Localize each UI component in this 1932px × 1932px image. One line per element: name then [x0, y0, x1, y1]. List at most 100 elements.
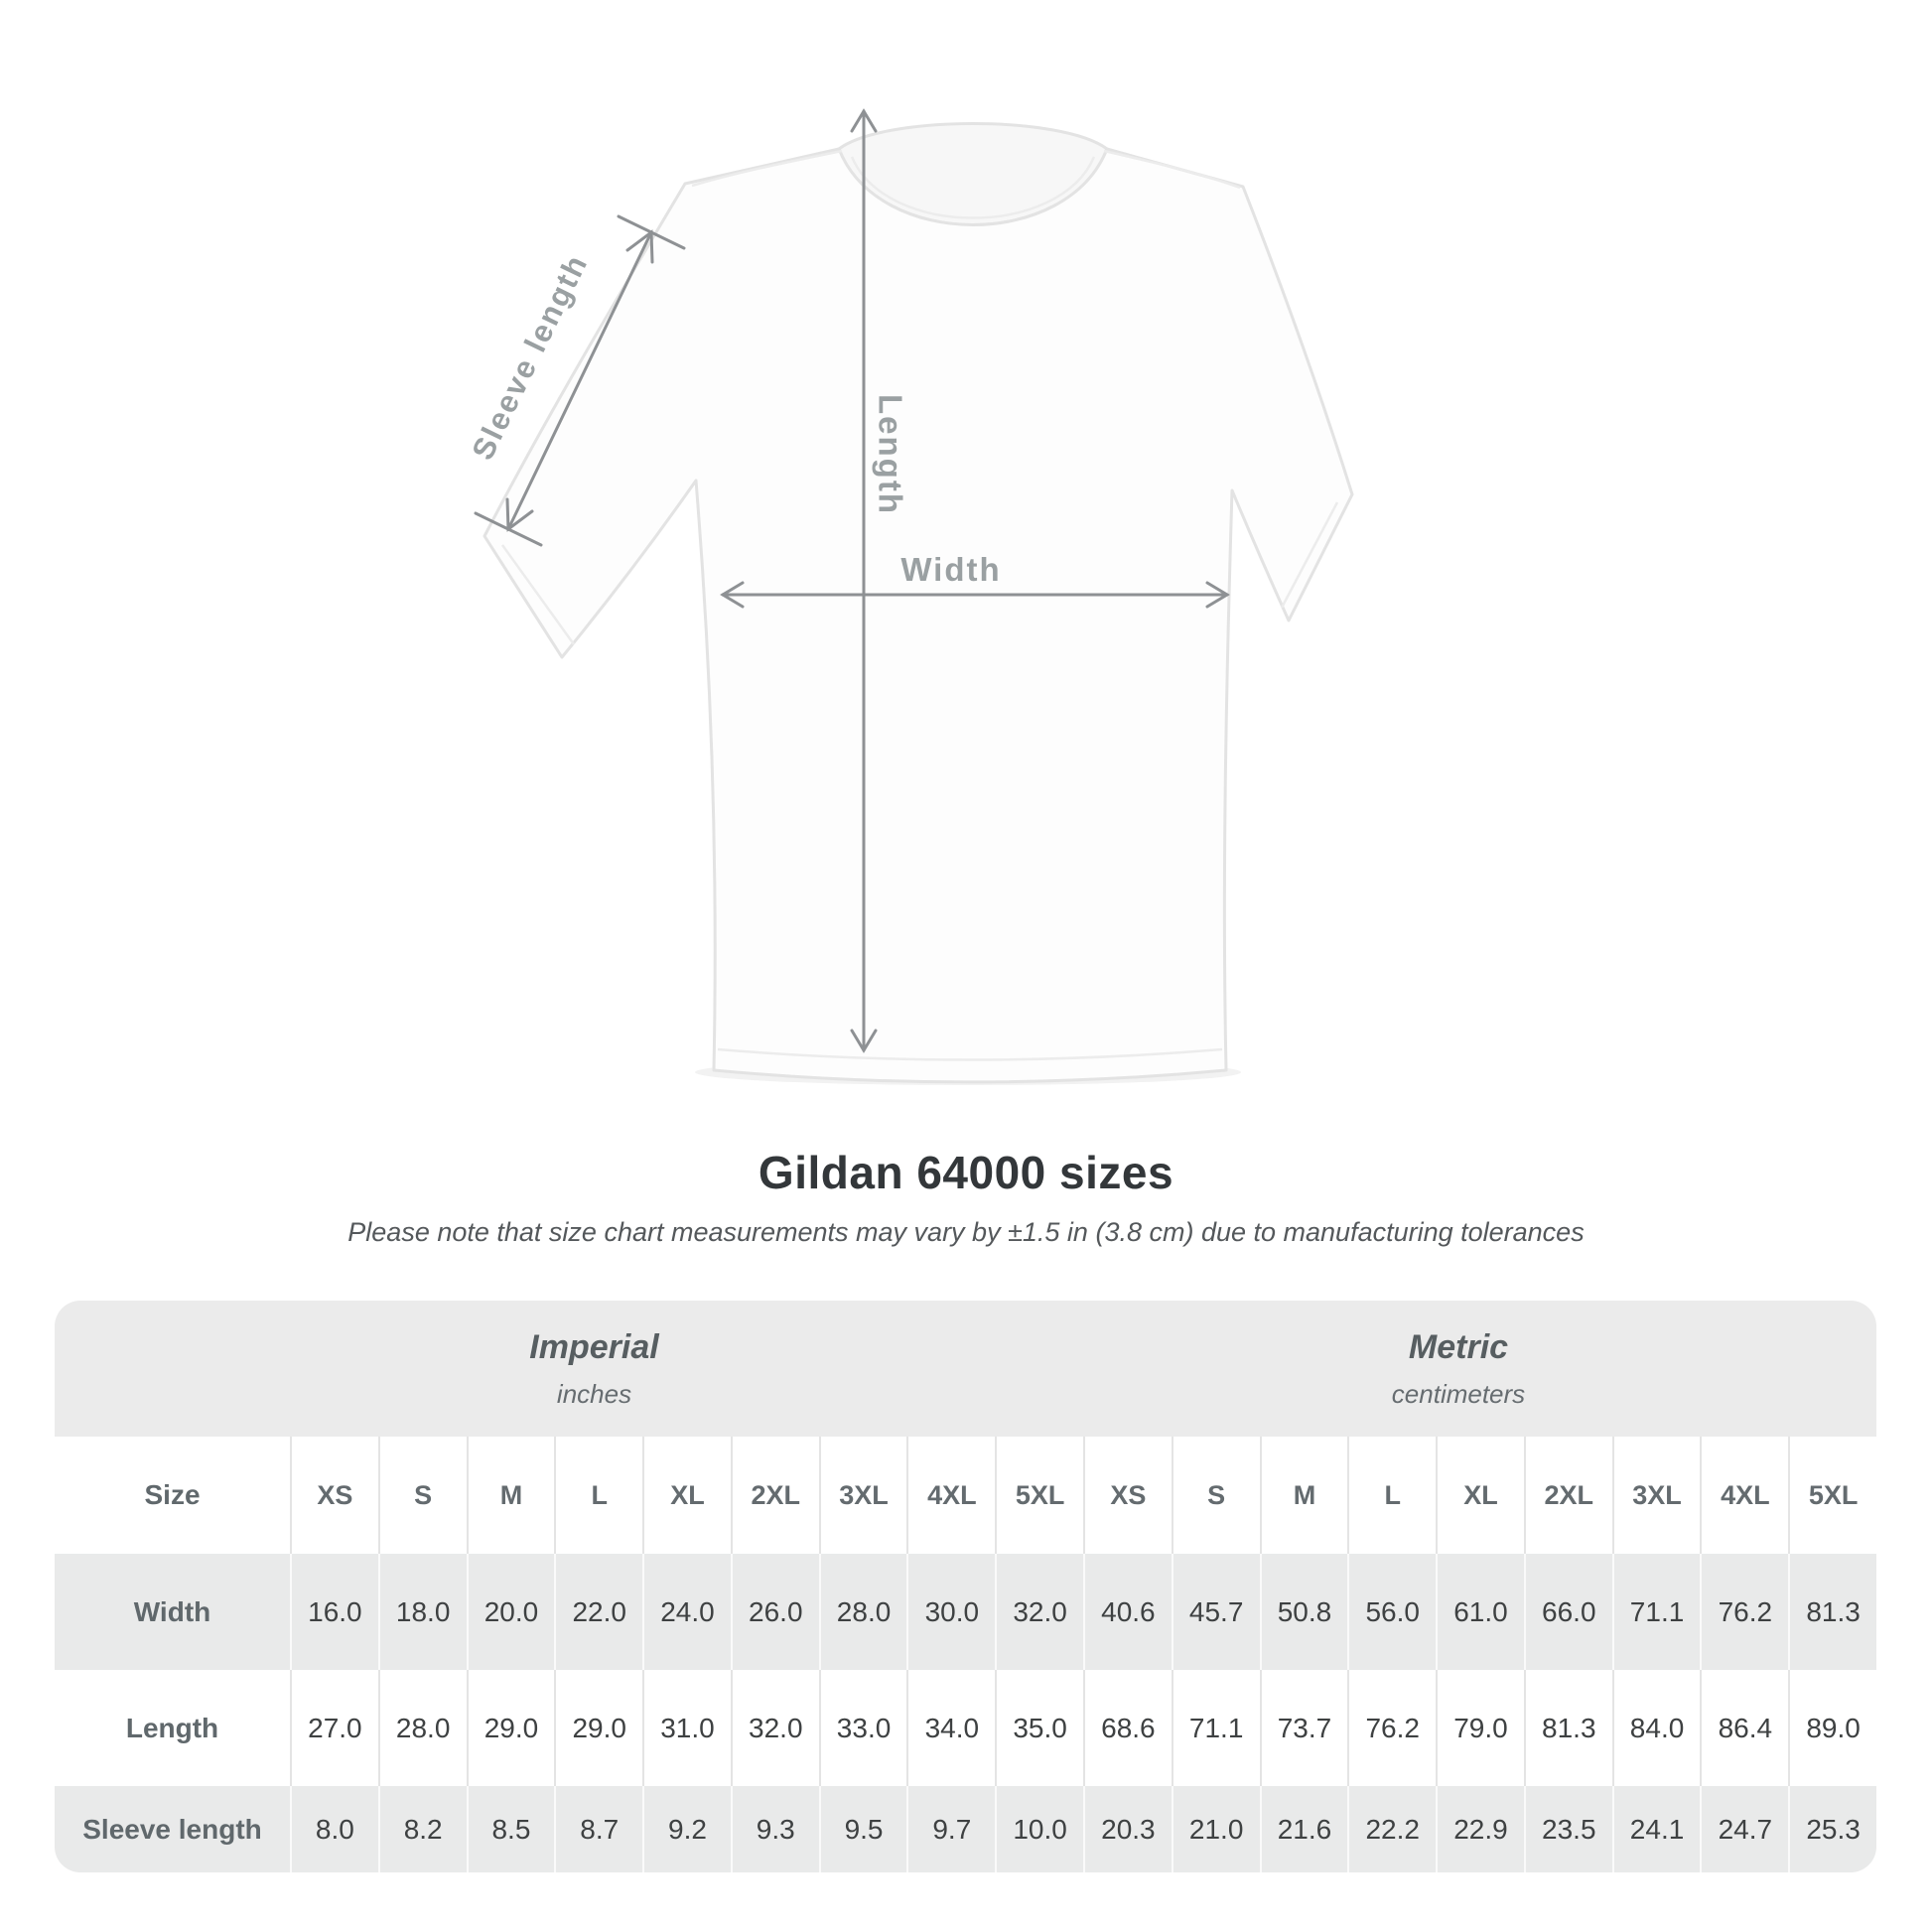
size-header-m: M	[466, 1437, 555, 1554]
imperial-group-title: Imperial	[529, 1327, 659, 1366]
width-arrowhead-left	[720, 581, 745, 609]
size-header-m: M	[1259, 1437, 1348, 1554]
metric-group-header: Metric centimeters	[1061, 1328, 1856, 1410]
value-cell: 76.2	[1700, 1554, 1788, 1670]
value-cell: 71.1	[1171, 1670, 1260, 1786]
value-cell: 18.0	[377, 1554, 467, 1670]
value-cell: 21.0	[1171, 1786, 1260, 1872]
value-cell: 86.4	[1700, 1670, 1788, 1786]
length-arrowhead-top	[850, 108, 878, 133]
value-cell: 9.7	[906, 1786, 995, 1872]
size-header-s: S	[1171, 1437, 1260, 1554]
value-cell: 24.1	[1611, 1786, 1701, 1872]
row-label: Width	[133, 1595, 211, 1627]
table-row-length: Length 27.0 28.0 29.0 29.0 31.0 32.0 33.0 34.0 35…	[55, 1670, 1876, 1786]
value-cell: 21.6	[1259, 1786, 1348, 1872]
size-header-s: S	[377, 1437, 467, 1554]
value-cell: 45.7	[1171, 1554, 1260, 1670]
value-cell: 81.3	[1523, 1670, 1612, 1786]
metric-group-title: Metric	[1408, 1327, 1509, 1366]
value-cell: 50.8	[1259, 1554, 1348, 1670]
tshirt-diagram: Sleeve length Length Width	[465, 108, 1354, 1085]
size-header-xs: XS	[1083, 1437, 1172, 1554]
unit-group-header-band: Imperial inches Metric centimeters	[55, 1301, 1876, 1437]
value-cell: 25.3	[1788, 1786, 1876, 1872]
value-cell: 84.0	[1611, 1670, 1701, 1786]
size-header-row: Size XS S M L XL 2XL 3XL 4XL 5XL XS S M L XL 2XL 3XL 4XL…	[55, 1437, 1876, 1554]
value-cell: 76.2	[1347, 1670, 1436, 1786]
value-cell: 30.0	[906, 1554, 995, 1670]
value-cell: 8.2	[377, 1786, 467, 1872]
sleeve-length-line	[506, 230, 653, 531]
measurement-lines	[474, 108, 1230, 1053]
size-header-2xl: 2XL	[1523, 1437, 1612, 1554]
value-cell: 28.0	[818, 1554, 907, 1670]
value-cell: 16.0	[290, 1554, 378, 1670]
value-cell: 23.5	[1523, 1786, 1612, 1872]
value-cell: 22.2	[1347, 1786, 1436, 1872]
value-cell: 40.6	[1083, 1554, 1172, 1670]
value-cell: 32.0	[730, 1670, 819, 1786]
length-label: Length	[873, 394, 909, 515]
value-cell: 66.0	[1523, 1554, 1612, 1670]
page-subtitle: Please note that size chart measurements…	[347, 1217, 1585, 1247]
size-header-xl: XL	[642, 1437, 731, 1554]
value-cell: 89.0	[1788, 1670, 1876, 1786]
value-cell: 26.0	[730, 1554, 819, 1670]
table-row-sleeve-length: Sleeve length 8.0 8.2 8.5 8.7 9.2 9.3 9.5 9.7 10.…	[55, 1786, 1876, 1872]
size-column-header: Size	[144, 1479, 201, 1510]
metric-group-subtitle: centimeters	[1391, 1378, 1526, 1409]
tshirt-body	[483, 147, 1354, 1084]
value-cell: 9.3	[730, 1786, 819, 1872]
value-cell: 35.0	[995, 1670, 1083, 1786]
value-cell: 34.0	[906, 1670, 995, 1786]
imperial-group-subtitle: inches	[556, 1378, 632, 1409]
width-label: Width	[900, 551, 1001, 588]
value-cell: 8.7	[554, 1786, 642, 1872]
value-cell: 29.0	[554, 1670, 642, 1786]
value-cell: 79.0	[1436, 1670, 1524, 1786]
value-cell: 61.0	[1436, 1554, 1524, 1670]
tshirt-seams	[500, 149, 1339, 1061]
value-cell: 10.0	[995, 1786, 1083, 1872]
size-header-4xl: 4XL	[1700, 1437, 1788, 1554]
value-cell: 33.0	[818, 1670, 907, 1786]
sleeve-end-tick-top	[617, 214, 686, 250]
value-cell: 22.9	[1436, 1786, 1524, 1872]
value-cell: 9.5	[818, 1786, 907, 1872]
size-header-2xl: 2XL	[730, 1437, 819, 1554]
value-cell: 24.7	[1700, 1786, 1788, 1872]
value-cell: 56.0	[1347, 1554, 1436, 1670]
value-cell: 81.3	[1788, 1554, 1876, 1670]
value-cell: 71.1	[1611, 1554, 1701, 1670]
value-cell: 20.3	[1083, 1786, 1172, 1872]
sleeve-end-tick-bottom	[474, 511, 543, 547]
size-table: Imperial inches Metric centimeters Size …	[55, 1301, 1876, 1872]
value-cell: 32.0	[995, 1554, 1083, 1670]
length-arrowhead-bottom	[850, 1029, 878, 1053]
row-label: Sleeve length	[82, 1813, 262, 1845]
value-cell: 22.0	[554, 1554, 642, 1670]
value-cell: 31.0	[642, 1670, 731, 1786]
table-body: Width 16.0 18.0 20.0 22.0 24.0 26.0 28.0 30.0 32.…	[55, 1554, 1876, 1872]
size-header-l: L	[554, 1437, 642, 1554]
size-header-xl: XL	[1436, 1437, 1524, 1554]
size-header-xs: XS	[290, 1437, 378, 1554]
size-header-3xl: 3XL	[1611, 1437, 1701, 1554]
table-row-width: Width 16.0 18.0 20.0 22.0 24.0 26.0 28.0 30.0 32.…	[55, 1554, 1876, 1670]
value-cell: 29.0	[466, 1670, 555, 1786]
value-cell: 8.0	[290, 1786, 378, 1872]
value-cell: 73.7	[1259, 1670, 1348, 1786]
value-cell: 28.0	[377, 1670, 467, 1786]
size-header-l: L	[1347, 1437, 1436, 1554]
size-header-4xl: 4XL	[906, 1437, 995, 1554]
size-header-3xl: 3XL	[818, 1437, 907, 1554]
size-header-5xl: 5XL	[995, 1437, 1083, 1554]
imperial-group-header: Imperial inches	[80, 1328, 1108, 1410]
width-arrowhead-right	[1205, 581, 1230, 609]
page-title: Gildan 64000 sizes	[758, 1147, 1174, 1198]
size-header-5xl: 5XL	[1788, 1437, 1876, 1554]
row-label: Length	[125, 1712, 219, 1743]
value-cell: 68.6	[1083, 1670, 1172, 1786]
